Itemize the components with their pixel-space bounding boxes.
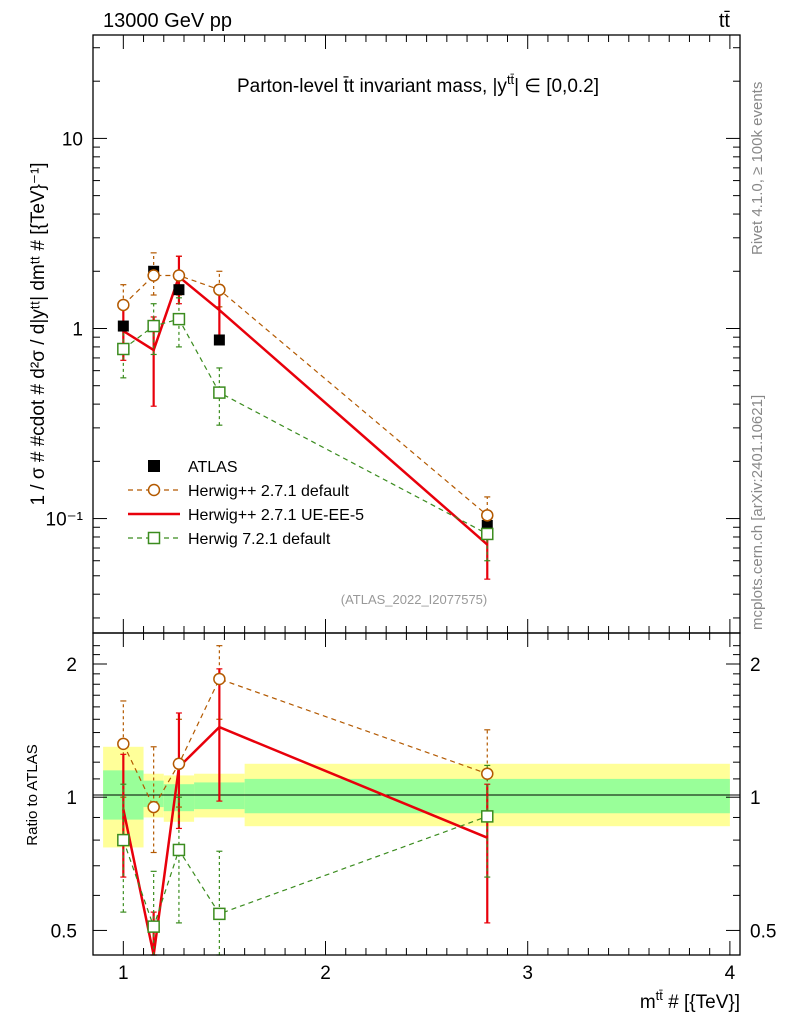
main-title: Parton-level t̄t invariant mass, |ytt̄| …: [237, 72, 599, 97]
ratio-frame: [92, 632, 741, 956]
data-point: [172, 312, 186, 326]
process-label: tt̄: [719, 10, 731, 32]
y-tick-label: 10⁻¹: [46, 510, 84, 531]
y-tick-label: 1: [72, 319, 83, 340]
y-tick-label-right: 2: [750, 655, 761, 676]
legend-label: Herwig++ 2.7.1 UE-EE-5: [188, 507, 364, 524]
y-tick-label: 0.5: [51, 921, 77, 942]
mcplots-label: mcplots.cern.ch [arXiv:2401.10621]: [749, 395, 766, 630]
legend-marker: [148, 460, 160, 472]
y-tick-label-right: 1: [750, 788, 761, 809]
data-point: [147, 319, 160, 333]
data-point: [117, 320, 129, 332]
series-line: [122, 318, 488, 535]
x-axis-label: mtt̄ # [{TeV}]: [640, 988, 740, 1013]
data-point: [481, 527, 494, 541]
legend-label: ATLAS: [188, 459, 238, 476]
data-point: [117, 833, 130, 847]
data-point: [481, 519, 493, 531]
x-tick-label: 1: [118, 963, 129, 984]
reference-label: (ATLAS_2022_I2077575): [341, 592, 487, 607]
data-point: [147, 920, 160, 933]
legend-marker: [147, 483, 161, 497]
data-point: [213, 283, 226, 296]
main-y-label: 1 / σ # #cdot # d²σ / d|yᵗᵗ| dmᵗᵗ # [{Te…: [28, 162, 49, 505]
x-tick-label: 3: [522, 963, 533, 984]
data-point: [481, 810, 494, 823]
series-line: [122, 815, 488, 929]
ratio-y-label: Ratio to ATLAS: [24, 744, 41, 845]
y-tick-label: 1: [66, 788, 77, 809]
data-point: [172, 757, 186, 771]
legend-marker: [147, 531, 161, 545]
stat-uncertainty-band: [143, 780, 164, 808]
data-point: [481, 509, 494, 522]
ratio-panel: 2 2 1 1 0.5 0.5 1 2 3 4 Ratio to ATLAS mtt̄ # [{T…: [24, 632, 776, 1013]
y-tick-label: 10: [62, 129, 83, 150]
data-point: [213, 334, 225, 346]
rivet-label: Rivet 4.1.0, ≥ 100k events: [749, 82, 766, 255]
data-point: [117, 737, 130, 751]
legend: ATLAS Herwig++ 2.7.1 default Herwig++ 2.7.…: [128, 459, 364, 548]
energy-label: 13000 GeV pp: [103, 10, 232, 32]
x-tick-label: 2: [320, 963, 331, 984]
data-point: [213, 386, 226, 399]
y-tick-label: 2: [66, 655, 77, 676]
data-point: [213, 672, 226, 686]
data-point: [117, 342, 130, 356]
legend-label: Herwig++ 2.7.1 default: [188, 483, 350, 500]
data-point: [481, 767, 494, 780]
legend-label: Herwig 7.2.1 default: [188, 531, 331, 548]
data-point: [172, 843, 186, 857]
data-point: [172, 269, 186, 282]
data-point: [117, 298, 130, 312]
x-tick-label: 4: [725, 963, 736, 984]
data-point: [213, 907, 226, 921]
series-line: [122, 274, 488, 516]
data-point: [173, 284, 185, 296]
y-tick-label-right: 0.5: [750, 921, 776, 942]
data-point: [147, 269, 160, 282]
main-panel: 10 1 10⁻¹ Parton-level t̄t invariant mass,…: [28, 34, 741, 634]
data-point: [147, 800, 160, 814]
